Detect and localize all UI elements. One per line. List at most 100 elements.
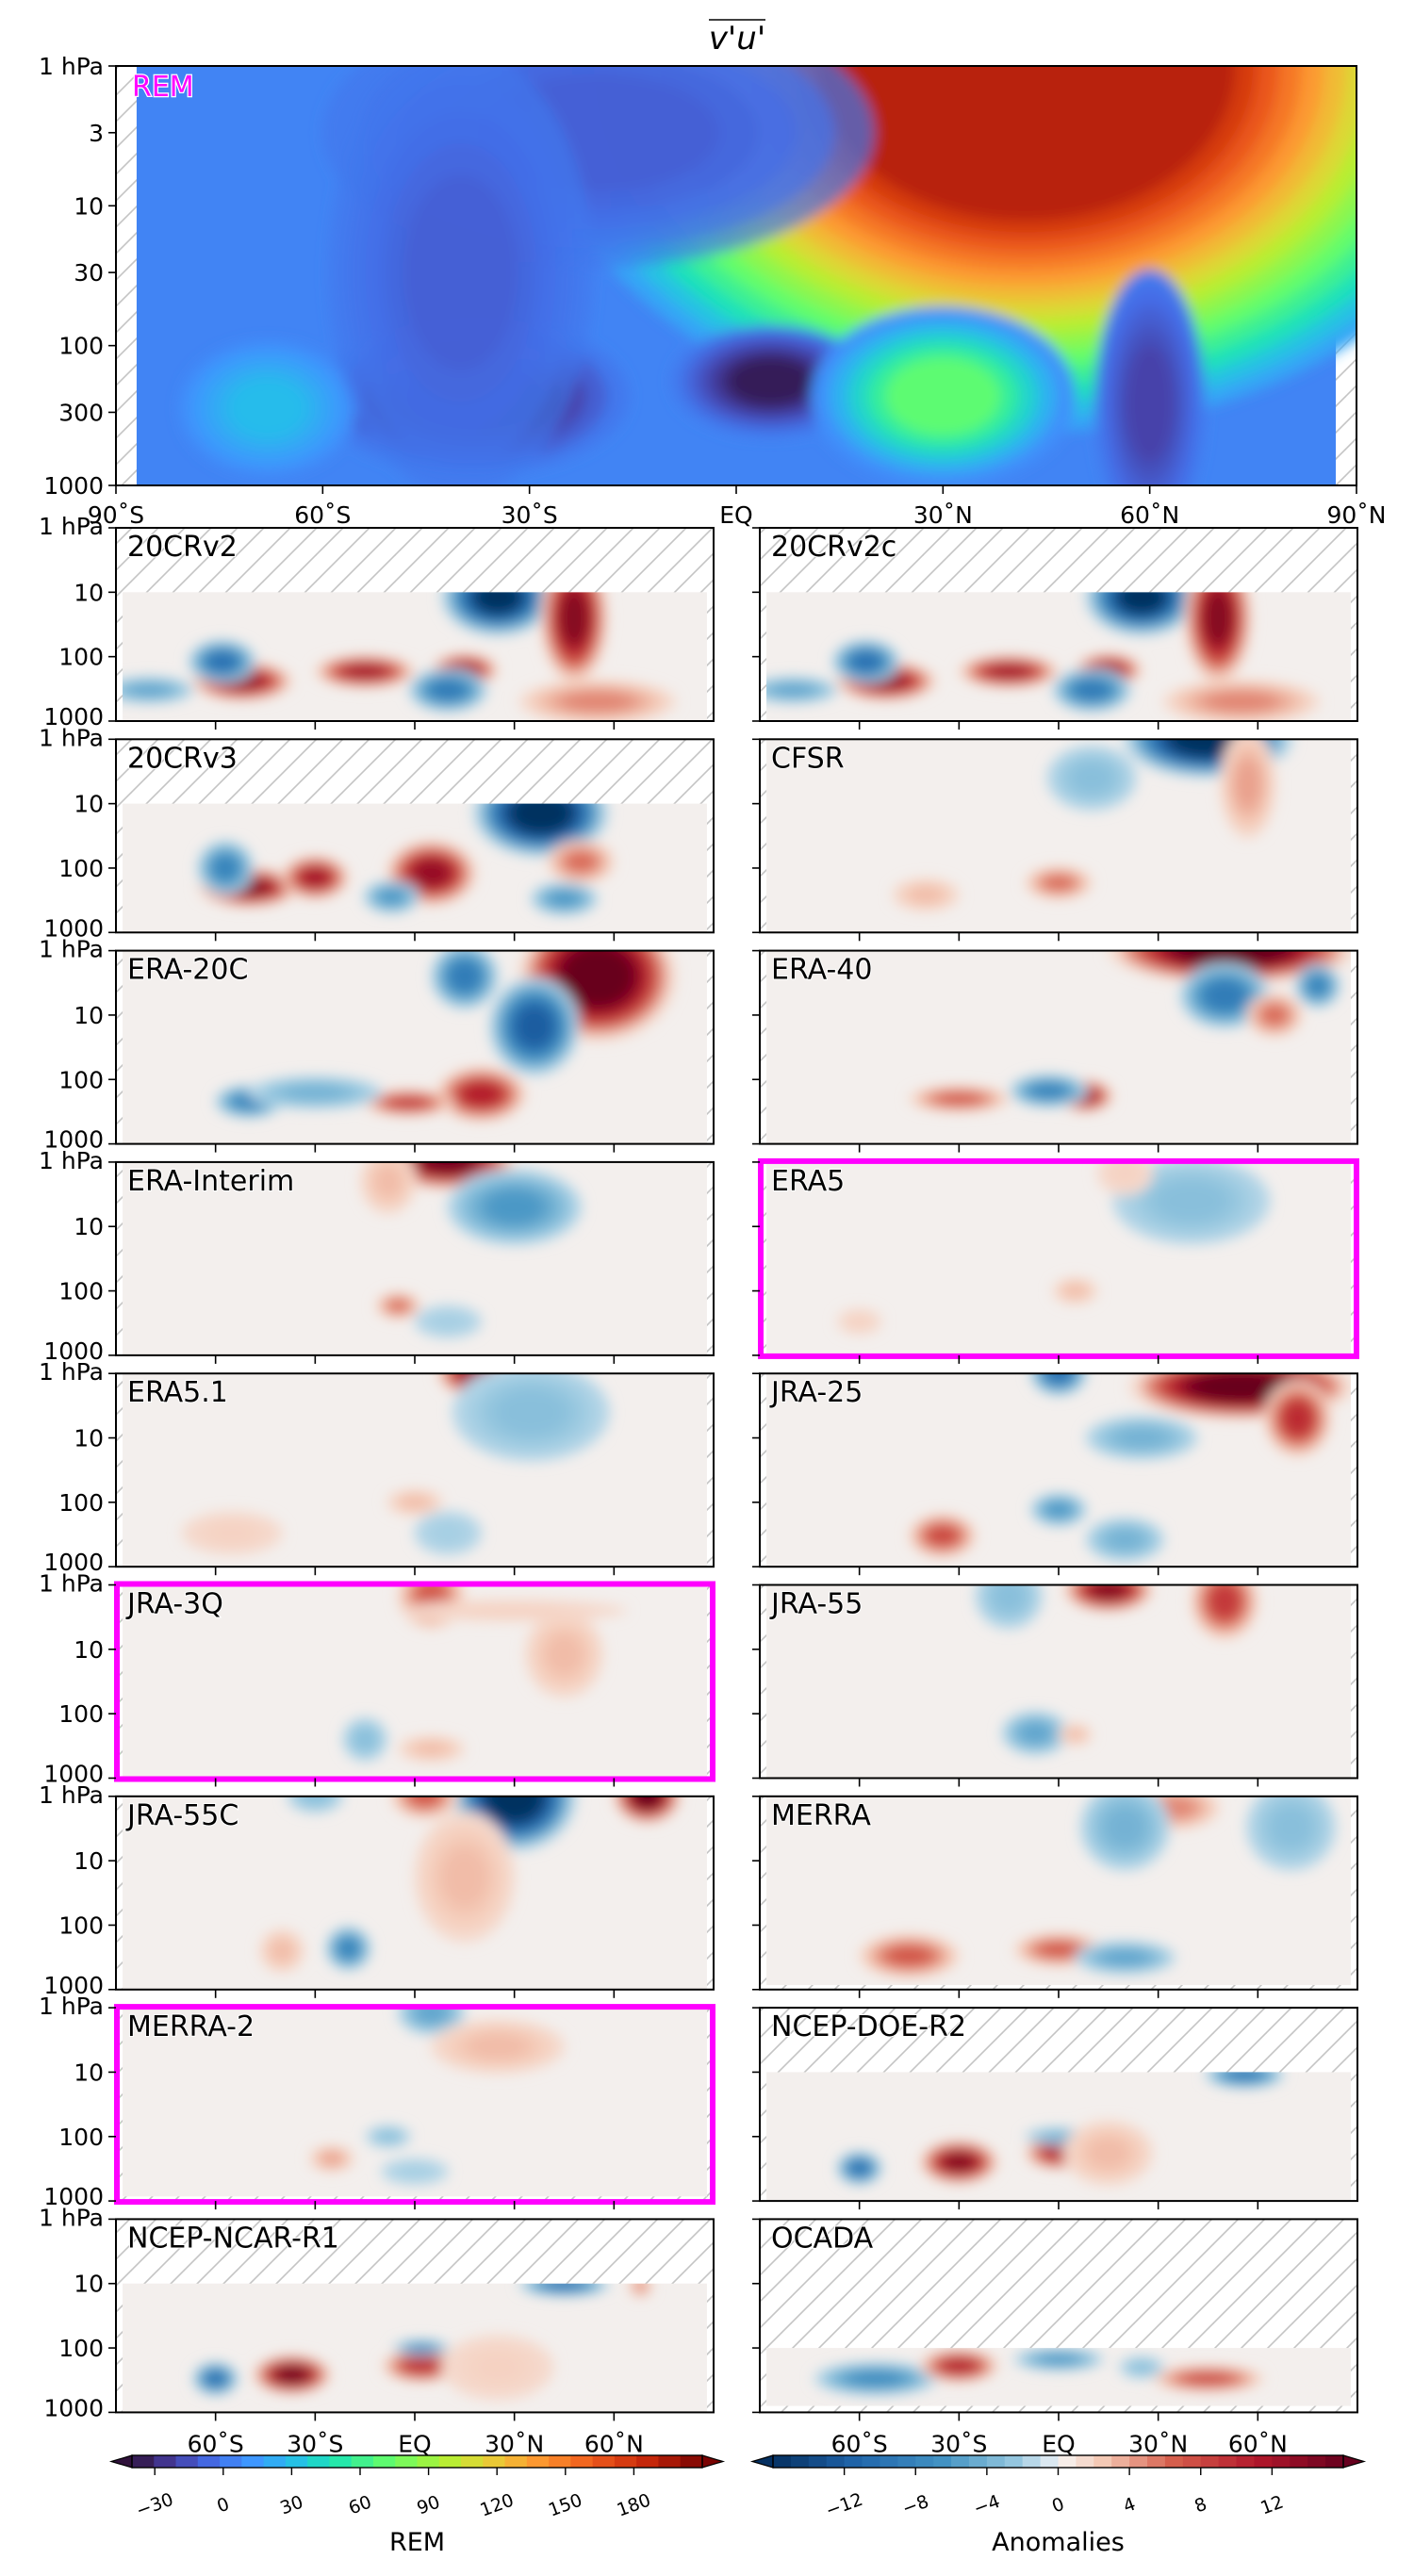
- colorbar-segment: [461, 2455, 484, 2468]
- panel-label: MERRA: [771, 1799, 871, 1832]
- panel-label: MERRA-2: [127, 2010, 255, 2043]
- panel-field: [116, 1161, 714, 1355]
- colorbar-anomalies: −12 −8 −4 0 4 8 12: [749, 2454, 1367, 2521]
- x-tick-label: 30˚N: [913, 501, 973, 529]
- anomaly-contour: [1068, 1730, 1083, 1739]
- title-text: v'u': [709, 20, 765, 57]
- anomaly-contour: [565, 950, 631, 1004]
- colorbar-segment: [154, 2455, 177, 2468]
- colorbar-extend-max: [701, 2454, 726, 2469]
- anomaly-contour: [468, 1605, 561, 1616]
- anomaly-contours: [181, 1373, 611, 1555]
- anomaly-contour: [301, 868, 330, 887]
- panel-label: ERA-20C: [127, 954, 248, 987]
- panel-label: 20CRv2: [127, 531, 238, 564]
- anomaly-contour: [1227, 2072, 1261, 2080]
- x-tick-label: 30˚S: [287, 2430, 343, 2457]
- y-tick-label: 3: [89, 120, 104, 147]
- colorbar-segment: [1254, 2455, 1273, 2468]
- colorbar-tick-label: 60: [346, 2492, 374, 2519]
- x-tick-label: EQ: [1042, 2430, 1075, 2457]
- anomaly-contour: [565, 692, 631, 711]
- anomaly-contours: [908, 1373, 1351, 1562]
- x-tick-label: 30˚N: [485, 2430, 544, 2457]
- y-tick-label: 10: [74, 1002, 104, 1029]
- y-tick-label: 1000: [43, 2394, 104, 2421]
- y-tick-label: 1000: [43, 472, 104, 500]
- panel-label: ERA5: [771, 1165, 845, 1198]
- anomaly-contour: [1118, 592, 1165, 614]
- anomaly-contour: [380, 890, 403, 904]
- colorbar-segment: [570, 2455, 594, 2468]
- y-tick-label: 100: [58, 333, 104, 360]
- x-tick-label: 60˚N: [1120, 501, 1179, 529]
- panel-era5: ERA5: [752, 1157, 1359, 1364]
- y-tick-label: 1 hPa: [39, 53, 104, 80]
- anomaly-contour: [1044, 2132, 1073, 2141]
- y-tick-label: 1000: [43, 2183, 104, 2210]
- colorbar-segment: [897, 2455, 916, 2468]
- anomaly-contour: [560, 592, 588, 646]
- colorbar-segment: [483, 2455, 506, 2468]
- anomaly-contour: [1090, 1584, 1127, 1600]
- anomaly-contour: [1065, 1285, 1085, 1297]
- anomaly-contour: [410, 1796, 439, 1806]
- panel-label: JRA-55C: [125, 1799, 238, 1832]
- y-tick-label: 30: [74, 259, 104, 287]
- x-tick-label: 30˚S: [501, 501, 558, 529]
- y-tick-label: 100: [58, 2335, 104, 2362]
- anomaly-contour: [987, 665, 1030, 679]
- colorbar-tick-label: 120: [477, 2489, 517, 2520]
- y-tick-label: 100: [58, 644, 104, 671]
- anomaly-contour: [389, 1097, 427, 1108]
- panel-field: [760, 950, 1357, 1144]
- y-tick-label: 1 hPa: [39, 1358, 104, 1386]
- y-tick-label: 1 hPa: [39, 1570, 104, 1598]
- anomaly-contours: [123, 592, 677, 721]
- colorbar-segment: [658, 2455, 682, 2468]
- panel-merra: MERRA: [752, 1795, 1358, 1998]
- anomaly-contour: [1179, 950, 1283, 964]
- colorbar-rem: −30 0 30 60 90 120 150 180: [108, 2454, 726, 2521]
- anomaly-contour: [469, 2035, 526, 2059]
- anomaly-contour: [355, 1730, 375, 1748]
- panel-field: [116, 739, 714, 933]
- anomaly-contour: [1044, 876, 1073, 890]
- anomaly-contours: [342, 1584, 628, 1763]
- colorbar-segment: [1058, 2455, 1077, 2468]
- y-tick-label: 100: [58, 1911, 104, 1939]
- anomaly-contour: [272, 1942, 291, 1961]
- panel-field: [760, 1584, 1357, 1779]
- panel-era-20c: 1 hPa 10 100 1000 ERA-20C: [39, 936, 715, 1154]
- anomaly-contour: [850, 2371, 902, 2386]
- anomaly-contour: [488, 1796, 540, 1819]
- anomaly-contour: [1283, 1403, 1312, 1435]
- colorbar-segment: [351, 2455, 374, 2468]
- panel-label: NCEP-NCAR-R1: [127, 2222, 339, 2255]
- panel-field: [760, 2219, 1357, 2413]
- anomaly-contours: [892, 739, 1293, 911]
- anomaly-contour: [774, 684, 812, 696]
- anomaly-contour: [1307, 976, 1327, 995]
- colorbar-segment: [1218, 2455, 1238, 2468]
- y-tick-label: 1000: [43, 703, 104, 730]
- colorbar-tick-label: 4: [1121, 2494, 1139, 2518]
- anomaly-contour: [474, 592, 521, 614]
- anomaly-contour: [213, 857, 238, 879]
- colorbar-tick-label: 12: [1258, 2492, 1286, 2519]
- panel-jra-3q: 1 hPa 10 100 1000 JRA-3Q: [39, 1570, 715, 1788]
- y-tick-label: 1 hPa: [39, 513, 104, 540]
- x-tick-label: 60˚N: [584, 2430, 644, 2457]
- colorbar-segment: [175, 2455, 199, 2468]
- anomaly-contour: [1040, 1943, 1077, 1957]
- y-tick-label: 1000: [43, 1549, 104, 1576]
- panel-era-interim: 1 hPa 10 100 1000 ERA-Interim: [39, 1147, 715, 1365]
- panel-field: [116, 528, 714, 721]
- y-tick-label: 1000: [43, 1337, 104, 1365]
- x-tick-label: EQ: [398, 2430, 431, 2457]
- y-tick-label: 1 hPa: [39, 2204, 104, 2231]
- colorbar-segment: [438, 2455, 462, 2468]
- anomaly-contour: [486, 1190, 543, 1223]
- anomaly-contour: [1113, 1164, 1137, 1183]
- anomaly-contour: [443, 1849, 486, 1905]
